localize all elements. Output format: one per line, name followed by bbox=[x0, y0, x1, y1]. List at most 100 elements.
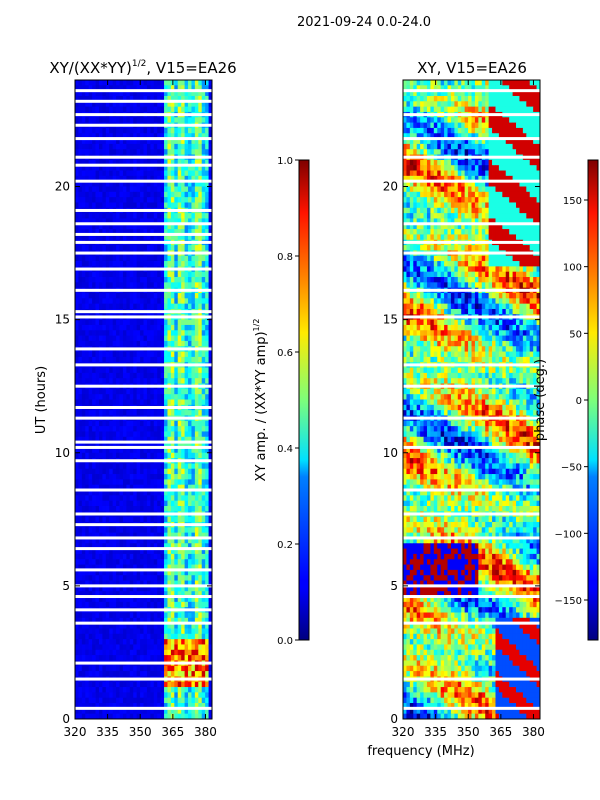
heatmap-cell bbox=[533, 85, 537, 92]
heatmap-cell bbox=[170, 553, 175, 560]
heatmap-cell bbox=[426, 85, 431, 92]
heatmap-cell bbox=[198, 191, 203, 198]
heatmap-cell bbox=[119, 697, 124, 704]
heatmap-cell bbox=[129, 617, 134, 624]
heatmap-cell bbox=[205, 575, 209, 581]
heatmap-cell bbox=[119, 394, 124, 400]
heatmap-cell bbox=[160, 639, 165, 645]
heatmap-cell bbox=[194, 442, 199, 448]
heatmap-cell bbox=[157, 596, 162, 603]
heatmap-cell bbox=[198, 671, 203, 677]
heatmap-cell bbox=[122, 282, 127, 289]
heatmap-cell bbox=[136, 293, 141, 299]
heatmap-cell bbox=[177, 708, 182, 715]
heatmap-cell bbox=[191, 708, 196, 715]
heatmap-cell bbox=[174, 703, 179, 709]
heatmap-cell bbox=[167, 181, 172, 187]
heatmap-cell bbox=[122, 261, 127, 267]
heatmap-cell bbox=[98, 351, 103, 358]
heatmap-cell bbox=[454, 90, 459, 97]
heatmap-cell bbox=[133, 697, 138, 704]
heatmap-cell bbox=[167, 90, 172, 97]
heatmap-cell bbox=[88, 697, 93, 704]
heatmap-cell bbox=[146, 431, 151, 438]
heatmap-cell bbox=[75, 580, 79, 587]
heatmap-cell bbox=[88, 261, 93, 267]
heatmap-cell bbox=[109, 191, 114, 198]
heatmap-cell bbox=[129, 506, 134, 512]
heatmap-cell bbox=[170, 442, 175, 448]
heatmap-cell bbox=[208, 543, 213, 550]
heatmap-cell bbox=[126, 106, 131, 113]
heatmap-cell bbox=[167, 85, 172, 92]
heatmap-cell bbox=[208, 378, 213, 384]
heatmap-cell bbox=[194, 697, 199, 704]
heatmap-cell bbox=[164, 159, 168, 166]
heatmap-cell bbox=[157, 229, 162, 235]
heatmap-cell bbox=[181, 543, 185, 550]
heatmap-cell bbox=[177, 426, 182, 432]
heatmap-cell bbox=[102, 532, 107, 539]
heatmap-cell bbox=[146, 149, 151, 155]
heatmap-cell bbox=[102, 708, 107, 715]
heatmap-cell bbox=[88, 703, 93, 709]
flagged-band bbox=[75, 523, 212, 527]
heatmap-cell bbox=[143, 447, 148, 454]
heatmap-cell bbox=[88, 580, 93, 587]
heatmap-cell bbox=[201, 293, 206, 299]
colorbar-tick-label: 0.0 bbox=[277, 636, 293, 647]
heatmap-cell bbox=[112, 500, 117, 507]
heatmap-cell bbox=[208, 687, 213, 693]
heatmap-cell bbox=[102, 687, 107, 693]
heatmap-cell bbox=[177, 85, 182, 92]
heatmap-cell bbox=[102, 191, 107, 198]
colorbar-tick-label: 1.0 bbox=[277, 156, 293, 167]
heatmap-cell bbox=[198, 601, 203, 608]
heatmap-cell bbox=[98, 282, 103, 289]
heatmap-cell bbox=[105, 596, 110, 603]
heatmap-cell bbox=[205, 191, 209, 198]
heatmap-cell bbox=[177, 431, 182, 438]
heatmap-cell bbox=[177, 665, 182, 672]
heatmap-cell bbox=[92, 175, 96, 182]
heatmap-cell bbox=[184, 101, 189, 108]
heatmap-cell bbox=[150, 351, 155, 358]
heatmap-cell bbox=[85, 596, 90, 603]
heatmap-cell bbox=[78, 255, 83, 262]
heatmap-cell bbox=[98, 271, 103, 278]
heatmap-cell bbox=[170, 591, 175, 597]
heatmap-cell bbox=[174, 442, 179, 448]
heatmap-cell bbox=[78, 388, 83, 395]
heatmap-cell bbox=[205, 101, 209, 108]
heatmap-cell bbox=[140, 271, 144, 278]
heatmap-cell bbox=[174, 106, 179, 113]
heatmap-cell bbox=[81, 213, 86, 219]
heatmap-cell bbox=[205, 474, 209, 480]
heatmap-cell bbox=[160, 490, 165, 496]
heatmap-cell bbox=[174, 303, 179, 310]
heatmap-cell bbox=[105, 553, 110, 560]
heatmap-cell bbox=[85, 527, 90, 534]
heatmap-cell bbox=[167, 633, 172, 640]
heatmap-cell bbox=[198, 442, 203, 448]
heatmap-cell bbox=[191, 95, 196, 102]
heatmap-cell bbox=[109, 143, 114, 150]
heatmap-cell bbox=[129, 85, 134, 92]
heatmap-cell bbox=[140, 655, 144, 661]
heatmap-cell bbox=[109, 436, 114, 443]
heatmap-cell bbox=[184, 399, 189, 406]
heatmap-cell bbox=[160, 143, 165, 150]
heatmap-cell bbox=[160, 138, 165, 145]
heatmap-cell bbox=[126, 223, 131, 230]
heatmap-cell bbox=[92, 197, 96, 203]
heatmap-cell bbox=[119, 687, 124, 693]
heatmap-cell bbox=[191, 452, 196, 459]
heatmap-cell bbox=[191, 229, 196, 235]
heatmap-cell bbox=[146, 319, 151, 326]
heatmap-cell bbox=[153, 223, 158, 230]
heatmap-cell bbox=[516, 85, 520, 92]
heatmap-cell bbox=[75, 271, 79, 278]
heatmap-cell bbox=[95, 633, 100, 640]
heatmap-cell bbox=[75, 303, 79, 310]
heatmap-cell bbox=[81, 569, 86, 576]
